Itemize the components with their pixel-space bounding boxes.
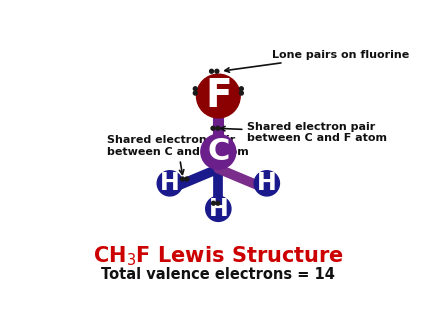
- Circle shape: [206, 196, 231, 221]
- Text: Total valence electrons = 14: Total valence electrons = 14: [101, 267, 335, 282]
- Circle shape: [210, 69, 213, 73]
- Text: C: C: [207, 137, 230, 166]
- Circle shape: [239, 87, 243, 91]
- Circle shape: [193, 91, 197, 95]
- Circle shape: [181, 177, 184, 181]
- Text: H: H: [160, 171, 180, 195]
- Circle shape: [201, 134, 236, 169]
- Circle shape: [216, 201, 220, 205]
- Text: CH$_3$F Lewis Structure: CH$_3$F Lewis Structure: [93, 244, 344, 268]
- Circle shape: [212, 201, 216, 205]
- Circle shape: [254, 171, 279, 196]
- Text: Lone pairs on fluorine: Lone pairs on fluorine: [225, 50, 409, 72]
- Circle shape: [196, 74, 240, 118]
- Text: Shared electron pair
between C and F atom: Shared electron pair between C and F ato…: [221, 122, 387, 143]
- Text: H: H: [208, 197, 228, 221]
- Text: F: F: [205, 77, 232, 115]
- Circle shape: [239, 91, 243, 95]
- Circle shape: [157, 171, 182, 196]
- Circle shape: [215, 69, 219, 73]
- Text: H: H: [257, 171, 277, 195]
- Circle shape: [216, 126, 220, 130]
- Text: Shared electron pair
between C and H atom: Shared electron pair between C and H ato…: [107, 135, 248, 175]
- Circle shape: [193, 87, 197, 91]
- Circle shape: [211, 126, 215, 130]
- Circle shape: [185, 177, 189, 181]
